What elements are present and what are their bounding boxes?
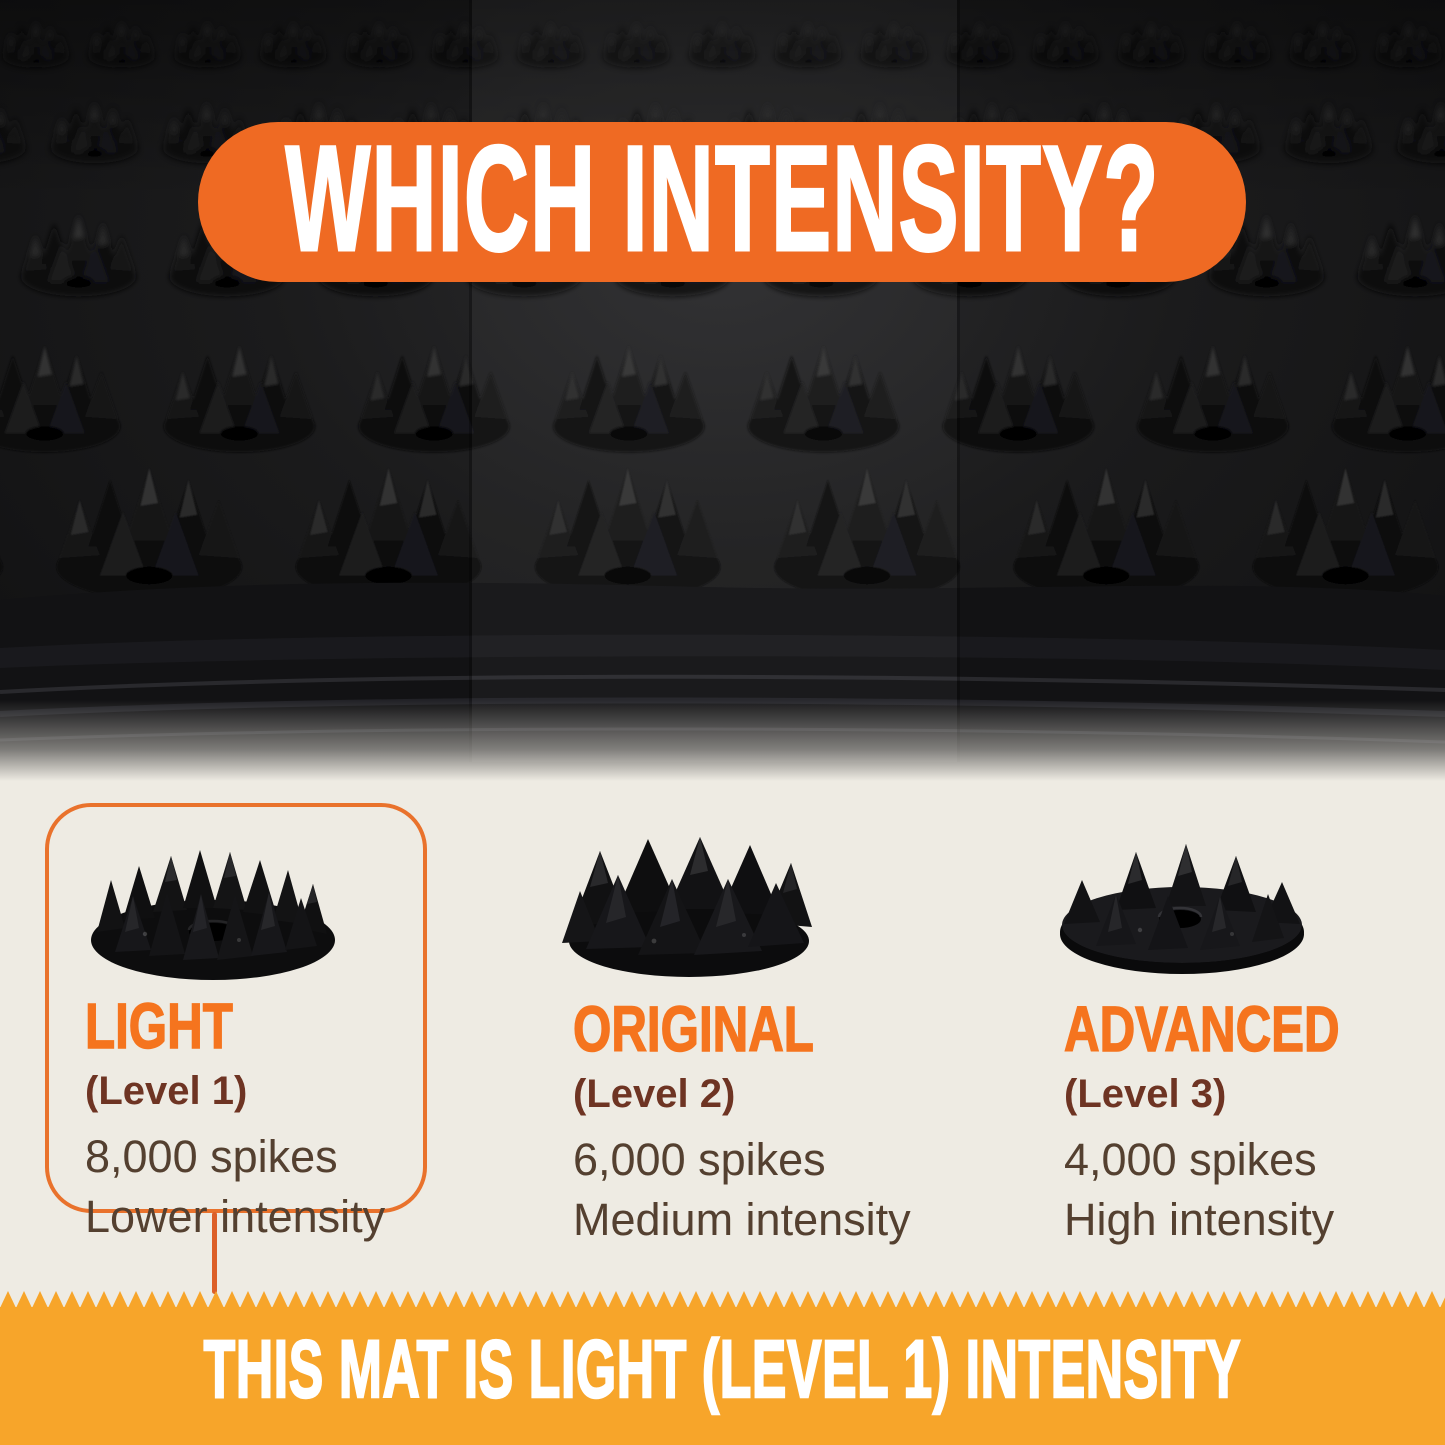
photo-panel-seam [469, 0, 472, 762]
spike-disc-light-icon [91, 850, 335, 980]
option-original: ORIGINAL (Level 2) 6,000 spikes Medium i… [572, 993, 911, 1250]
header-title: WHICH INTENSITY? [284, 114, 1160, 282]
option-level: (Level 1) [85, 1069, 248, 1113]
option-intensity: Lower intensity [85, 1191, 386, 1242]
option-spike-count: 8,000 spikes [85, 1131, 338, 1182]
mat-photo-section: WHICH INTENSITY? [0, 0, 1445, 790]
option-name: ORIGINAL [572, 993, 814, 1065]
selected-option-connector-line [212, 1212, 217, 1294]
zigzag-edge [0, 1291, 1445, 1308]
option-name: ADVANCED [1063, 993, 1340, 1065]
option-spike-count: 6,000 spikes [573, 1134, 826, 1185]
header-banner: WHICH INTENSITY? [198, 122, 1246, 282]
photo-panel-seam [957, 0, 960, 762]
option-light: LIGHT (Level 1) 8,000 spikes Lower inten… [84, 990, 386, 1247]
option-level: (Level 2) [573, 1072, 736, 1116]
option-advanced: ADVANCED (Level 3) 4,000 spikes High int… [1063, 993, 1422, 1250]
option-intensity: High intensity [1064, 1194, 1335, 1245]
spike-disc-original-icon [562, 837, 812, 977]
photo-bottom-fade [0, 700, 1445, 790]
footer-banner-band: THIS MAT IS LIGHT (LEVEL 1) INTENSITY [0, 1307, 1445, 1445]
option-name: LIGHT [84, 990, 233, 1062]
selected-option-outline [45, 803, 427, 1213]
spike-disc-advanced-icon [1060, 844, 1304, 974]
option-intensity: Medium intensity [573, 1194, 911, 1245]
option-level: (Level 3) [1064, 1072, 1227, 1116]
footer-banner-text: THIS MAT IS LIGHT (LEVEL 1) INTENSITY [203, 1324, 1242, 1415]
option-spike-count: 4,000 spikes [1064, 1134, 1317, 1185]
